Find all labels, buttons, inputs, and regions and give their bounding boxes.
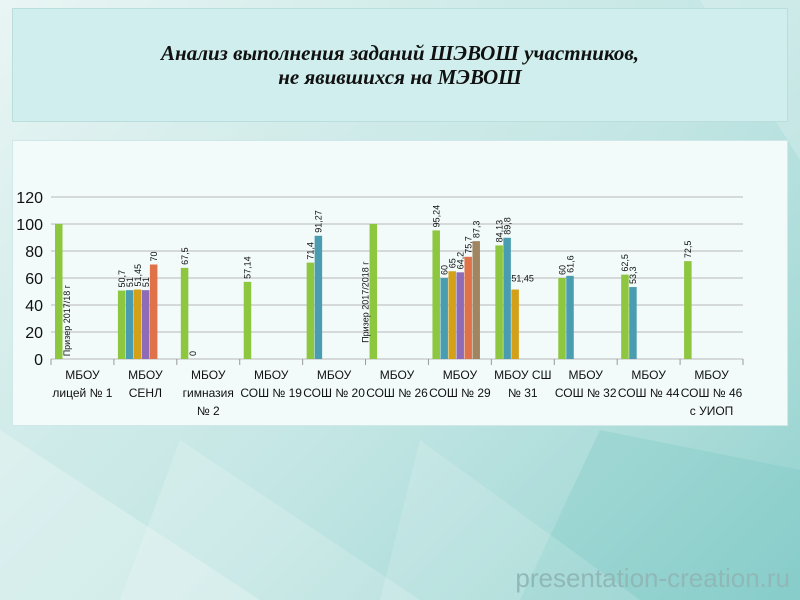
- bar: [495, 245, 503, 359]
- category-label: лицей № 1: [52, 386, 112, 400]
- category-label: МБОУ: [694, 368, 729, 382]
- y-tick-label: 80: [25, 244, 43, 261]
- bar: [306, 262, 315, 359]
- bar: [180, 267, 189, 359]
- data-label: 57,14: [243, 256, 253, 279]
- category-label: СОШ № 29: [429, 386, 491, 400]
- bar: [125, 290, 134, 359]
- y-tick-label: 60: [25, 271, 43, 288]
- bar: [464, 256, 472, 359]
- bar: [133, 289, 142, 359]
- data-label: 87,3: [471, 221, 481, 239]
- data-label: 64,2: [455, 252, 465, 270]
- bar: [511, 289, 519, 359]
- y-tick-label: 0: [34, 352, 43, 369]
- bar: [141, 290, 150, 359]
- category-label: № 2: [197, 404, 220, 418]
- bar: [149, 264, 158, 359]
- bar: [117, 290, 126, 359]
- bar: [314, 235, 323, 359]
- annotation-note: Призер 2017/2018 г: [361, 261, 371, 343]
- bar: [432, 230, 440, 359]
- bar: [55, 224, 63, 359]
- page-title-line2: не явившихся на МЭВОШ: [278, 65, 522, 89]
- bar: [243, 281, 252, 359]
- data-label: 84,13: [494, 220, 504, 243]
- category-label: СОШ № 46: [681, 386, 743, 400]
- data-label: 60: [557, 265, 567, 275]
- bar: [558, 278, 566, 359]
- data-label: 89,8: [502, 217, 512, 235]
- bar: [472, 241, 480, 359]
- category-label: МБОУ: [317, 368, 352, 382]
- category-label: МБОУ: [65, 368, 100, 382]
- category-label: СОШ № 32: [555, 386, 617, 400]
- data-label: 53,3: [628, 267, 638, 285]
- data-label: 0: [188, 351, 198, 356]
- category-label: СОШ № 20: [303, 386, 365, 400]
- data-label: 61,6: [565, 255, 575, 273]
- data-label: 51: [125, 277, 135, 287]
- category-label: МБОУ: [380, 368, 415, 382]
- data-label: 67,5: [180, 247, 190, 265]
- y-tick-label: 20: [25, 325, 43, 342]
- category-label: с УИОП: [690, 404, 734, 418]
- data-label: 65: [447, 258, 457, 268]
- data-label: 51: [141, 277, 151, 287]
- category-label: СОШ № 26: [366, 386, 428, 400]
- bar: [503, 237, 511, 359]
- data-label: 95,24: [431, 205, 441, 228]
- data-label: 51,45: [133, 264, 143, 287]
- bar: [629, 287, 637, 359]
- data-label: 62,5: [620, 254, 630, 272]
- y-tick-label: 120: [16, 190, 43, 207]
- bar: [440, 278, 448, 359]
- data-label: 70: [149, 251, 159, 261]
- category-label: МБОУ СШ: [494, 368, 551, 382]
- bar: [566, 275, 574, 359]
- watermark: presentation-creation.ru: [515, 563, 790, 593]
- category-label: СЕНЛ: [129, 386, 162, 400]
- data-label: 71,4: [306, 242, 316, 260]
- data-label: 75,7: [463, 236, 473, 254]
- data-label: 51,45: [511, 274, 534, 284]
- bar: [448, 271, 456, 359]
- category-label: № 31: [508, 386, 538, 400]
- bar: [684, 261, 692, 359]
- category-label: гимназия: [183, 386, 234, 400]
- data-label: 91,27: [314, 210, 324, 233]
- y-tick-label: 40: [25, 298, 43, 315]
- y-tick-label: 100: [16, 217, 43, 234]
- category-label: МБОУ: [631, 368, 666, 382]
- category-label: МБОУ: [569, 368, 604, 382]
- bar: [621, 274, 629, 359]
- data-label: 60: [439, 265, 449, 275]
- category-label: МБОУ: [191, 368, 226, 382]
- data-label: 72,5: [683, 241, 693, 259]
- category-label: СОШ № 19: [240, 386, 302, 400]
- chart-area: 0 20 40 60 80 100 120 Призер 2017/18 г 50,7 51 51,…: [12, 140, 788, 426]
- page-title-line1: Анализ выполнения заданий ШЭВОШ участник…: [161, 41, 639, 65]
- bar: [456, 272, 464, 359]
- title-box: Анализ выполнения заданий ШЭВОШ участник…: [12, 8, 788, 122]
- bar: [369, 224, 378, 359]
- category-label: МБОУ: [443, 368, 478, 382]
- data-label: 50,7: [117, 270, 127, 288]
- annotation-note: Призер 2017/18 г: [62, 284, 72, 356]
- category-label: МБОУ: [254, 368, 289, 382]
- category-label: МБОУ: [128, 368, 163, 382]
- category-label: СОШ № 44: [618, 386, 680, 400]
